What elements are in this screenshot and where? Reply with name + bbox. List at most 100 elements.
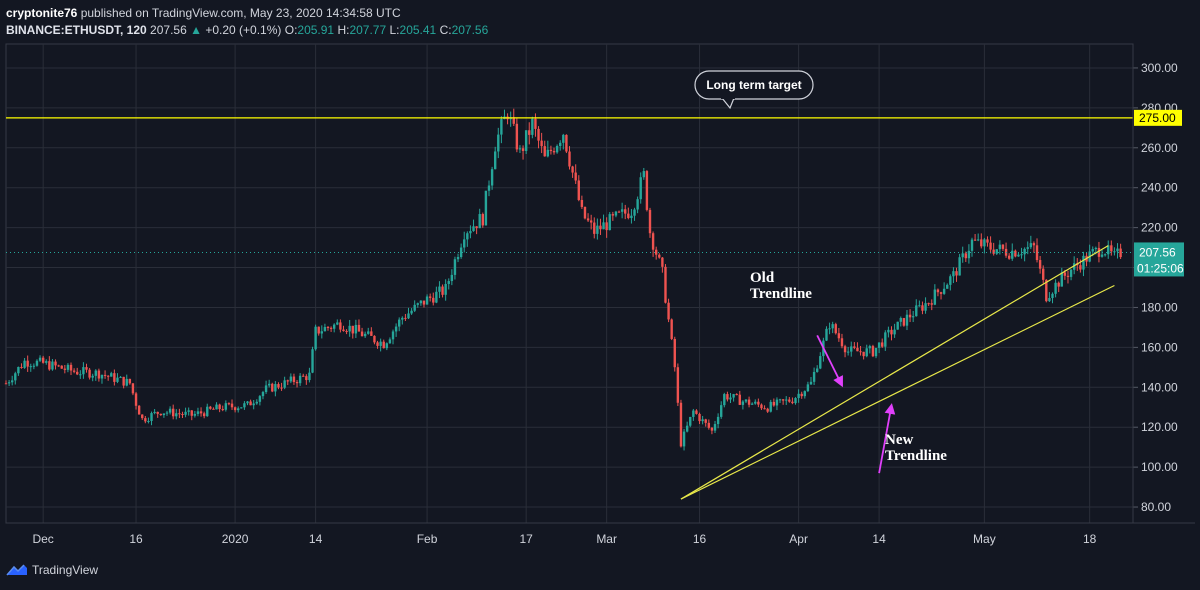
candle-body <box>447 281 450 284</box>
candle-body <box>676 367 680 403</box>
candle-body <box>475 226 478 229</box>
candle-body <box>1029 243 1033 248</box>
candle-body <box>648 209 652 234</box>
old-trendline-label-2: Trendline <box>750 286 812 302</box>
candle-body <box>769 401 772 412</box>
candle-body <box>23 360 26 368</box>
candle-body <box>336 322 339 325</box>
candle-body <box>7 382 11 384</box>
callout-pointer <box>721 97 735 110</box>
candle-body <box>868 346 872 349</box>
candle-body <box>317 326 320 334</box>
candle-body <box>202 413 206 417</box>
candle-body <box>964 253 968 259</box>
candle-body <box>775 399 779 406</box>
candle-body <box>788 399 791 402</box>
candle-body <box>243 403 246 408</box>
candle-body <box>958 257 961 276</box>
candle-body <box>949 276 952 285</box>
tradingview-logo-icon[interactable] <box>6 563 28 577</box>
candle-body <box>952 271 955 277</box>
candle-body <box>701 419 704 422</box>
candle-body <box>670 319 673 339</box>
candle-body <box>840 338 844 347</box>
candle-body <box>237 408 240 411</box>
candle-body <box>280 387 283 389</box>
candle-body <box>85 367 88 370</box>
y-tick-label: 300.00 <box>1141 61 1178 75</box>
candle-body <box>48 361 51 370</box>
callout-bubble[interactable] <box>694 70 814 100</box>
candle-body <box>91 375 94 378</box>
y-tick-label: 100.00 <box>1141 460 1178 474</box>
candle-body <box>738 394 741 405</box>
candle-body <box>713 424 717 431</box>
candle-body <box>1113 251 1116 253</box>
y-tick-label: 240.00 <box>1141 181 1178 195</box>
candle-body <box>689 416 692 426</box>
last-price-label: 207.56 <box>1139 245 1176 259</box>
candle-body <box>704 419 707 423</box>
candle-body <box>373 335 376 343</box>
candle-body <box>230 403 234 408</box>
candle-body <box>391 331 395 340</box>
candle-body <box>199 411 203 414</box>
target-price-tag <box>1134 109 1182 126</box>
candle-body <box>636 199 639 210</box>
candle-body <box>258 396 262 402</box>
candle-body <box>407 313 410 319</box>
plot-frame <box>5 43 1134 524</box>
candle-body <box>131 383 135 394</box>
x-tick-label: 17 <box>519 532 533 546</box>
footer-brand[interactable]: TradingView <box>32 563 99 577</box>
candle-body <box>757 401 760 405</box>
candle-body <box>555 146 559 153</box>
candle-body <box>187 410 190 412</box>
candle-body <box>72 370 76 372</box>
candle-body <box>815 368 819 372</box>
candle-body <box>763 408 766 410</box>
candle-body <box>936 289 940 293</box>
candle-body <box>772 401 776 406</box>
candle-body <box>323 327 327 332</box>
candle-body <box>1103 254 1107 256</box>
low-label: L: <box>389 23 400 37</box>
new-trendline-arrow[interactable] <box>878 403 896 474</box>
x-tick-label: May <box>973 532 996 546</box>
candle-body <box>113 373 116 382</box>
candle-body <box>348 325 351 332</box>
candle-body <box>642 171 646 178</box>
candle-body <box>710 427 714 431</box>
old-trendline-arrow[interactable] <box>816 334 843 388</box>
candle-body <box>45 361 48 363</box>
candle-body <box>144 418 147 422</box>
candle-body <box>1032 243 1036 246</box>
publisher-name[interactable]: cryptonite76 <box>6 6 78 20</box>
new-trendline[interactable] <box>680 284 1115 500</box>
symbol-label[interactable]: BINANCE:ETHUSDT, 120 <box>6 23 147 37</box>
candle-body <box>986 239 989 243</box>
old-trendline[interactable] <box>680 245 1109 500</box>
candle-body <box>1001 244 1005 249</box>
candle-body <box>29 366 32 368</box>
candle-body <box>153 411 156 414</box>
candle-body <box>970 239 974 251</box>
candle-body <box>82 367 85 375</box>
candle-body <box>1091 249 1094 252</box>
x-tick-label: Feb <box>417 532 438 546</box>
x-tick-label: 14 <box>309 532 323 546</box>
candle-body <box>17 366 20 374</box>
chart-header: cryptonite76 published on TradingView.co… <box>6 5 488 39</box>
candle-body <box>274 384 277 392</box>
candle-body <box>298 375 302 384</box>
open-label: O: <box>284 23 298 37</box>
candle-body <box>1014 250 1017 257</box>
candle-body <box>627 213 630 219</box>
candle-body <box>877 342 881 348</box>
symbol-line: BINANCE:ETHUSDT, 120 207.56 ▲ +0.20 (+0.… <box>6 22 488 39</box>
candle-body <box>651 233 655 250</box>
candle-body <box>661 257 664 267</box>
candle-body <box>292 376 296 382</box>
